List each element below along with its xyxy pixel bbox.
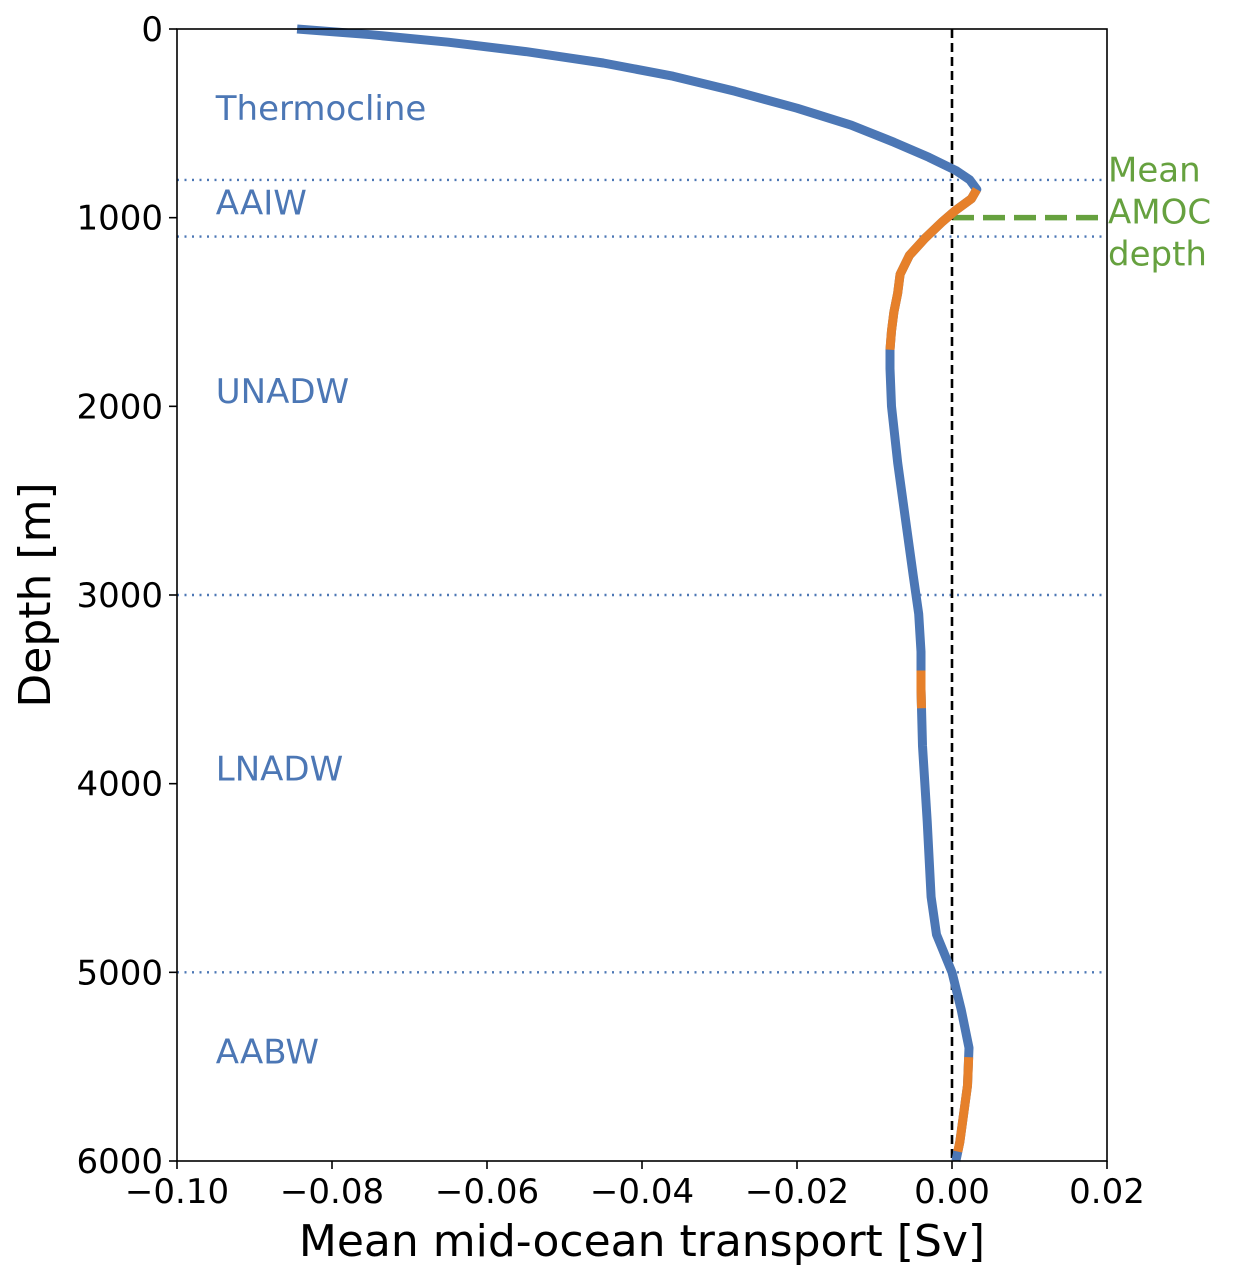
y-axis: 0 1000 2000 3000 4000 5000 6000 (76, 10, 177, 1182)
x-axis-title: Mean mid-ocean transport [Sv] (299, 1216, 985, 1267)
layer-label: AAIW (216, 184, 307, 224)
layer-boundary-lines (177, 178, 1107, 974)
y-tick-label: 3000 (76, 576, 163, 616)
y-tick-label: 0 (141, 10, 163, 50)
x-tick-label: −0.04 (590, 1172, 694, 1212)
layer-label: AABW (216, 1033, 319, 1073)
layer-label: LNADW (216, 750, 343, 790)
profile-highlight-segment (916, 670, 926, 709)
x-tick-label: 0.00 (914, 1172, 990, 1212)
y-tick-label: 4000 (76, 765, 163, 805)
layer-label: UNADW (216, 372, 349, 412)
amoc-annotation-line: Mean (1108, 151, 1201, 191)
y-axis-title: Depth [m] (10, 482, 61, 707)
x-tick-label: −0.02 (745, 1172, 849, 1212)
y-tick-label: 5000 (76, 953, 163, 993)
profile-highlight-segment (885, 187, 981, 351)
x-tick-label: −0.08 (280, 1172, 384, 1212)
profile-highlight-segment (953, 1057, 974, 1153)
amoc-annotation-line: depth (1108, 235, 1207, 275)
amoc-annotation-line: AMOC (1108, 193, 1211, 233)
transport-profile (296, 24, 982, 1162)
x-tick-label: −0.10 (125, 1172, 229, 1212)
layer-labels: Thermocline AAIW UNADW LNADW AABW (215, 89, 427, 1072)
layer-label: Thermocline (215, 89, 427, 129)
x-tick-label: 0.02 (1069, 1172, 1145, 1212)
x-tick-label: −0.06 (435, 1172, 539, 1212)
x-axis: −0.10 −0.08 −0.06 −0.04 −0.02 0.00 0.02 (125, 1161, 1145, 1212)
y-tick-label: 2000 (76, 387, 163, 427)
y-tick-label: 1000 (76, 199, 163, 239)
y-tick-label: 6000 (76, 1142, 163, 1182)
